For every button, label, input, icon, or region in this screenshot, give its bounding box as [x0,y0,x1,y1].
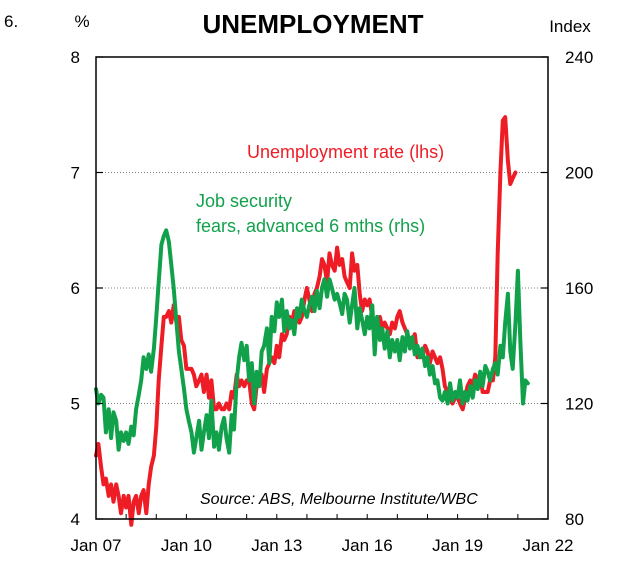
x-tick-label: Jan 07 [70,536,121,555]
unemployment-series-label: Unemployment rate (lhs) [247,142,444,162]
job-security-series-label-line2: fears, advanced 6 mths (rhs) [196,216,425,236]
source-note: Source: ABS, Melbourne Institute/WBC [200,491,478,508]
axis-ticks: 4 5 6 7 8 80 120 160 200 240 Jan 07 Jan 10 Jan 13 Jan… [70,48,593,555]
x-tick-label: Jan 16 [342,536,393,555]
right-tick-label: 200 [565,164,593,183]
chart-title: UNEMPLOYMENT [203,9,424,39]
left-tick-label: 4 [71,510,80,529]
x-tick-label: Jan 19 [432,536,483,555]
right-tick-label: 120 [565,395,593,414]
x-tick-label: Jan 10 [161,536,212,555]
left-tick-label: 7 [71,164,80,183]
x-tick-label: Jan 13 [251,536,302,555]
left-tick-label: 8 [71,48,80,67]
figure-number: 6. [4,12,18,31]
left-axis-unit: % [74,12,89,31]
right-tick-label: 80 [565,510,584,529]
job-security-series-label-line1: Job security [196,191,292,211]
x-tick-label: Jan 22 [522,536,573,555]
job-security-fears-line [94,228,530,455]
right-axis-unit: Index [549,17,591,36]
right-tick-label: 160 [565,279,593,298]
unemployment-rate-line [94,115,518,527]
left-tick-label: 6 [71,279,80,298]
series-lines [94,115,530,527]
right-tick-label: 240 [565,48,593,67]
left-tick-label: 5 [71,395,80,414]
